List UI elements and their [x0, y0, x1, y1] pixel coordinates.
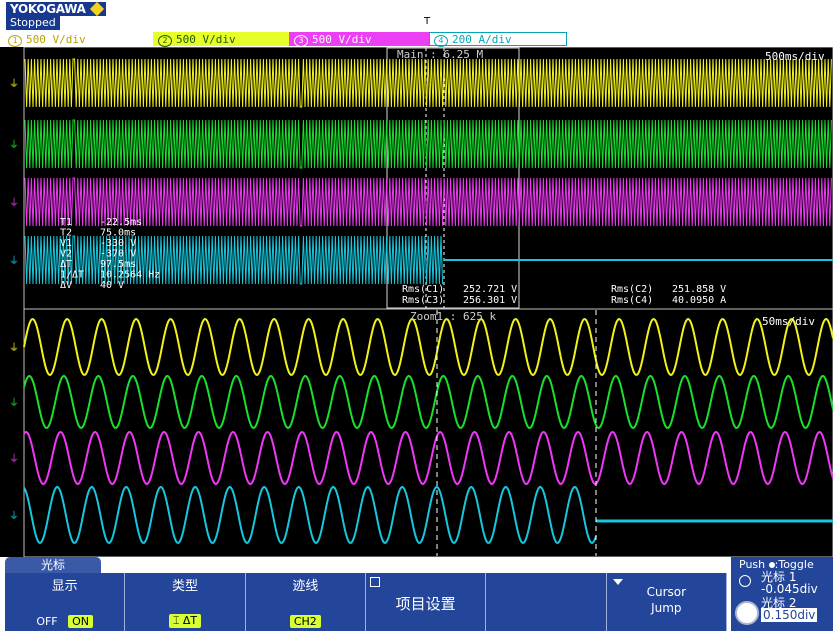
- zoom-trace-ch4: [23, 485, 597, 545]
- cursor-jump-softkey[interactable]: Cursor Jump: [607, 573, 727, 631]
- acquisition-status: Stopped: [6, 16, 60, 30]
- main-waveforms: [24, 58, 833, 285]
- measurement-value: 252.721 V: [463, 284, 517, 295]
- cursor1-readout: 光标 1 -0.045div: [761, 570, 818, 596]
- rms-measurements: Rms(C1) 252.721 V Rms(C3) 256.301 V Rms(C2) 2…: [402, 284, 726, 306]
- ch2-scale[interactable]: 2 500 V/div: [153, 32, 289, 47]
- brand: YOKOGAWA: [6, 1, 106, 17]
- readout-value: -370 V: [100, 249, 136, 260]
- readout-value: 10.2564 Hz: [100, 270, 160, 281]
- channel-bar: 1 500 V/div 2 500 V/div 3 500 V/div 4 200 A/…: [3, 32, 567, 47]
- menu-tab-cursor[interactable]: 光标: [5, 557, 101, 573]
- readout-value: -330 V: [100, 238, 136, 249]
- ch3-scale[interactable]: 3 500 V/div: [289, 32, 429, 47]
- zoom-trace-ch1: [23, 317, 833, 377]
- type-softkey[interactable]: 类型 ⌶ ΔT: [125, 573, 246, 631]
- ground-marker-icon: ⏚: [9, 510, 19, 522]
- ground-marker-icon: ⏚: [9, 397, 19, 409]
- measurement-value: 256.301 V: [463, 295, 517, 306]
- measurement-value: 40.0950 A: [672, 295, 726, 306]
- ground-marker-icon: ⏚: [9, 139, 19, 151]
- measurement-label: Rms(C2): [611, 284, 653, 295]
- main-trace-ch2: [24, 119, 832, 169]
- cursor2-readout: 光标 2 0.150div: [761, 596, 818, 622]
- readout-label: V1: [60, 238, 72, 249]
- main-trace-ch4: [24, 235, 444, 285]
- readout-label: T2: [60, 228, 72, 239]
- submenu-icon: [369, 577, 380, 587]
- push-toggle-hint: Push :Toggle: [739, 558, 814, 571]
- waveform-area: Main : 6.25 M 500ms/div Zoom1 : 625 k 50…: [9, 46, 833, 558]
- item-settings-softkey[interactable]: 项目设置: [366, 573, 487, 631]
- dropdown-triangle-icon: [612, 579, 623, 585]
- trace-softkey[interactable]: 迹线 CH2: [246, 573, 366, 631]
- display-off: OFF: [36, 615, 58, 628]
- measurement-label: Rms(C4): [611, 295, 653, 306]
- ground-markers: ⏚ ⏚ ⏚ ⏚ ⏚ ⏚ ⏚ ⏚: [9, 78, 19, 522]
- top-bar: YOKOGAWA Stopped T 1 500 V/div 2 500 V/div…: [0, 0, 833, 47]
- readout-value: 40 V: [100, 280, 124, 291]
- display-value: OFF ON: [5, 615, 124, 628]
- ground-marker-icon: ⏚: [9, 342, 19, 354]
- zoom-trace-ch2: [23, 374, 833, 430]
- type-value: ⌶ ΔT: [125, 614, 244, 628]
- trace-title: 迹线: [292, 579, 319, 594]
- readout-value: 75.0ms: [100, 228, 136, 239]
- display-on: ON: [68, 615, 94, 628]
- readout-label: ΔV: [60, 280, 72, 291]
- display-softkey[interactable]: 显示 OFF ON: [5, 573, 126, 631]
- display-title: 显示: [51, 579, 78, 594]
- measurement-value: 251.858 V: [672, 284, 726, 295]
- ground-marker-icon: ⏚: [9, 197, 19, 209]
- main-window-label: Main : 6.25 M: [397, 48, 483, 61]
- knob-2-icon[interactable]: [735, 601, 759, 625]
- main-trace-ch1: [24, 58, 832, 108]
- item-settings-title: 项目设置: [395, 595, 456, 613]
- zoom-window-label: Zoom1 : 625 k: [410, 310, 496, 323]
- scope-display: Main : 6.25 M 500ms/div Zoom1 : 625 k 50…: [0, 46, 833, 558]
- readout-value: -22.5ms: [100, 217, 142, 228]
- ground-marker-icon: ⏚: [9, 78, 19, 90]
- type-title: 类型: [171, 579, 198, 594]
- measurement-label: Rms(C3): [402, 295, 444, 306]
- softkey-row: 显示 OFF ON 类型 ⌶ ΔT 迹线 CH2 项目设置 Cursor Jum…: [5, 573, 727, 631]
- cursor-jump-line2: Jump: [651, 601, 682, 615]
- readout-label: 1/ΔT: [60, 270, 84, 281]
- zoom-timebase: 50ms/div: [762, 315, 815, 328]
- zoom-trace-ch3: [23, 430, 833, 486]
- ground-marker-icon: ⏚: [9, 453, 19, 465]
- brand-label: YOKOGAWA: [10, 2, 86, 16]
- trigger-position-marker: T: [424, 16, 431, 27]
- cursor-readout: T1 -22.5ms T2 75.0ms V1 -330 V V2 -370 V ΔT 97.5m…: [60, 217, 160, 291]
- ch4-scale[interactable]: 4 200 A/div: [429, 32, 567, 47]
- readout-label: ΔT: [60, 259, 72, 270]
- ground-marker-icon: ⏚: [9, 255, 19, 267]
- trace-value: CH2: [246, 615, 365, 628]
- readout-value: 97.5ms: [100, 259, 136, 270]
- rotary-knob-panel: Push :Toggle 光标 1 -0.045div 光标 2 0.150div: [731, 557, 833, 631]
- main-timebase: 500ms/div: [765, 50, 825, 63]
- logo-diamond-icon: [89, 1, 104, 17]
- cursor-jump-line1: Cursor: [646, 585, 687, 599]
- readout-label: T1: [60, 217, 72, 228]
- measurement-label: Rms(C1): [402, 284, 444, 295]
- softkey-panel: 光标 显示 OFF ON 类型 ⌶ ΔT 迹线 CH2 项目设置 Cursor …: [0, 557, 833, 631]
- push-knob-icon: [768, 562, 775, 568]
- readout-label: V2: [60, 249, 72, 260]
- zoom-waveforms: [23, 317, 833, 545]
- knob-1-icon[interactable]: [739, 575, 751, 587]
- main-trace-ch3: [24, 177, 832, 227]
- ch1-scale[interactable]: 1 500 V/div: [3, 32, 153, 47]
- blank-softkey[interactable]: [486, 573, 607, 631]
